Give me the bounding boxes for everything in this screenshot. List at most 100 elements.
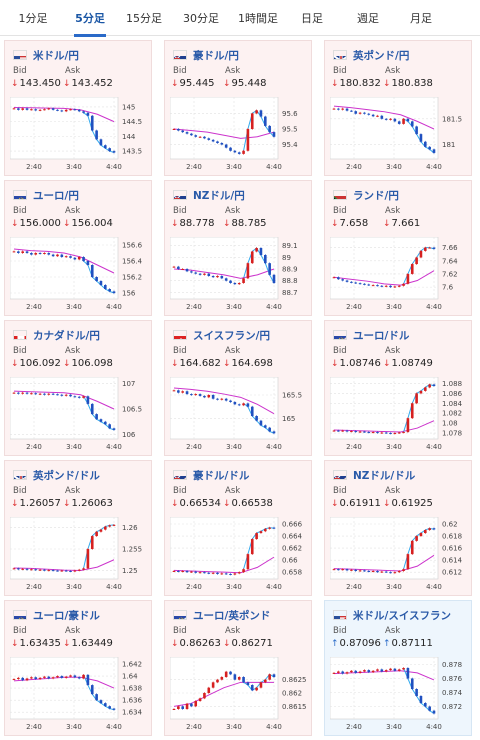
tab-7[interactable]: 週足 bbox=[357, 12, 379, 25]
pair-name[interactable]: ランド/円 bbox=[353, 189, 399, 202]
chart-area[interactable]: 0.878 0.876 0.874 0.872 2:40 3:40 4:40 bbox=[330, 657, 466, 731]
pair-header[interactable]: 豪ドル/円 bbox=[173, 48, 239, 62]
candle-body bbox=[69, 675, 72, 677]
candle-body bbox=[242, 677, 245, 683]
chart-area[interactable]: 145 144.5 144 143.5 2:40 3:40 4:40 bbox=[10, 97, 146, 171]
pair-name[interactable]: スイスフラン/円 bbox=[193, 329, 271, 342]
chart-area[interactable]: 107 106.5 106 2:40 3:40 4:40 bbox=[10, 377, 146, 451]
pair-header[interactable]: ユーロ/円 bbox=[13, 188, 79, 202]
currency-card[interactable]: 米ドル/円 Bid Ask ↓143.450 ↓143.452 145 144.5… bbox=[4, 40, 152, 176]
chart-area[interactable]: 156.6 156.4 156.2 156 2:40 3:40 4:40 bbox=[10, 237, 146, 311]
candle-body bbox=[371, 114, 375, 117]
currency-card[interactable]: NZドル/円 Bid Ask ↓88.778 ↓88.785 89.1 89 88.… bbox=[164, 180, 312, 316]
x-tick-label: 4:40 bbox=[426, 443, 442, 451]
pair-header[interactable]: スイスフラン/円 bbox=[173, 328, 270, 342]
chart-area[interactable]: 1.088 1.086 1.084 1.082 1.08 1.078 2:40 3:40 4:4… bbox=[330, 377, 466, 451]
pair-name[interactable]: 英ポンド/ドル bbox=[33, 469, 100, 482]
pair-header[interactable]: ユーロ/英ポンド bbox=[173, 608, 270, 622]
pair-name[interactable]: 豪ドル/円 bbox=[193, 49, 239, 62]
chart-area[interactable]: 7.66 7.64 7.62 7.6 2:40 3:40 4:40 bbox=[330, 237, 466, 311]
pair-name[interactable]: ユーロ/英ポンド bbox=[193, 609, 271, 622]
pair-header[interactable]: 英ポンド/ドル bbox=[13, 468, 100, 482]
pair-name[interactable]: 米ドル/円 bbox=[33, 49, 79, 62]
chart-area[interactable]: 0.666 0.664 0.662 0.66 0.658 2:40 3:40 4:40 bbox=[170, 517, 306, 591]
x-tick-label: 3:40 bbox=[66, 303, 82, 311]
pair-header[interactable]: ランド/円 bbox=[333, 188, 399, 202]
currency-card[interactable]: 豪ドル/円 Bid Ask ↓95.445 ↓95.448 95.6 95.5 95… bbox=[164, 40, 312, 176]
x-tick-label: 2:40 bbox=[346, 163, 362, 171]
candle-body bbox=[255, 110, 258, 114]
pair-header[interactable]: ユーロ/豪ドル bbox=[13, 608, 100, 622]
candle-body bbox=[108, 148, 111, 152]
pair-header[interactable]: 米ドル/スイスフラン bbox=[333, 608, 451, 622]
tab-1[interactable]: 1分足 bbox=[18, 12, 48, 25]
chart-area[interactable]: 165.5 165 2:40 3:40 4:40 bbox=[170, 377, 306, 451]
tab-6[interactable]: 日足 bbox=[301, 12, 323, 25]
candle-body bbox=[237, 572, 241, 574]
candle-body bbox=[268, 527, 271, 529]
currency-card[interactable]: ユーロ/ドル Bid Ask ↓1.08746 ↓1.08749 1.088 1.… bbox=[324, 320, 472, 456]
pair-header[interactable]: NZドル/ドル bbox=[333, 468, 415, 482]
candle-body bbox=[43, 676, 46, 678]
candle-body bbox=[259, 248, 263, 255]
currency-card[interactable]: 米ドル/スイスフラン Bid Ask ↑0.87096 ↑0.87111 0.8… bbox=[324, 600, 472, 736]
pair-name[interactable]: ユーロ/ドル bbox=[353, 329, 410, 342]
pair-header[interactable]: 英ポンド/円 bbox=[333, 48, 409, 62]
tab-3[interactable]: 15分足 bbox=[126, 12, 162, 25]
y-tick-label: 144.5 bbox=[122, 118, 142, 126]
x-tick-label: 2:40 bbox=[186, 723, 202, 731]
pair-name[interactable]: ユーロ/豪ドル bbox=[33, 609, 100, 622]
pair-name[interactable]: 英ポンド/円 bbox=[353, 49, 410, 62]
candle-body bbox=[17, 392, 20, 394]
pair-header[interactable]: カナダドル/円 bbox=[13, 328, 100, 342]
pair-header[interactable]: ユーロ/ドル bbox=[333, 328, 409, 342]
chart-area[interactable]: 0.8625 0.862 0.8615 2:40 3:40 4:40 bbox=[170, 657, 306, 731]
x-tick-label: 2:40 bbox=[26, 163, 42, 171]
candle-body bbox=[12, 251, 16, 253]
pair-header[interactable]: 豪ドル/ドル bbox=[173, 468, 249, 482]
candle-body bbox=[250, 539, 254, 555]
price-chart: 156.6 156.4 156.2 156 2:40 3:40 4:40 bbox=[10, 237, 143, 311]
tab-4[interactable]: 30分足 bbox=[183, 12, 219, 25]
currency-card[interactable]: ユーロ/豪ドル Bid Ask ↓1.63435 ↓1.63449 1.642 1… bbox=[4, 600, 152, 736]
currency-card[interactable]: 英ポンド/ドル Bid Ask ↓1.26057 ↓1.26063 1.26 1.… bbox=[4, 460, 152, 596]
y-tick-label: 1.634 bbox=[122, 709, 143, 717]
y-tick-label: 0.8625 bbox=[282, 676, 306, 684]
pair-header[interactable]: 米ドル/円 bbox=[13, 48, 79, 62]
pair-name[interactable]: 米ドル/スイスフラン bbox=[353, 609, 452, 622]
chart-area[interactable]: 95.6 95.5 95.4 2:40 3:40 4:40 bbox=[170, 97, 306, 171]
currency-card[interactable]: ランド/円 Bid Ask ↓7.658 ↓7.661 7.66 7.64 7.62… bbox=[324, 180, 472, 316]
currency-card[interactable]: スイスフラン/円 Bid Ask ↓164.682 ↓164.698 165.5… bbox=[164, 320, 312, 456]
y-tick-label: 1.64 bbox=[122, 673, 138, 681]
currency-card[interactable]: 豪ドル/ドル Bid Ask ↓0.66534 ↓0.66538 0.666 0.… bbox=[164, 460, 312, 596]
down-arrow-icon: ↓ bbox=[171, 499, 179, 509]
chart-area[interactable]: 1.26 1.255 1.25 2:40 3:40 4:40 bbox=[10, 517, 146, 591]
pair-header[interactable]: NZドル/円 bbox=[173, 188, 245, 202]
candle-body bbox=[371, 285, 375, 287]
candle-body bbox=[237, 152, 241, 154]
tab-8[interactable]: 月足 bbox=[410, 12, 432, 25]
pair-name[interactable]: ユーロ/円 bbox=[33, 189, 79, 202]
currency-card[interactable]: ユーロ/円 Bid Ask ↓156.000 ↓156.004 156.6 156… bbox=[4, 180, 152, 316]
tab-5[interactable]: 1時間足 bbox=[238, 12, 278, 25]
candle-body bbox=[30, 677, 33, 679]
currency-card[interactable]: NZドル/ドル Bid Ask ↓0.61911 ↓0.61925 0.62 0.… bbox=[324, 460, 472, 596]
chart-area[interactable]: 1.642 1.64 1.638 1.636 1.634 2:40 3:40 4:40 bbox=[10, 657, 146, 731]
x-tick-label: 4:40 bbox=[426, 303, 442, 311]
down-arrow-icon: ↓ bbox=[223, 499, 231, 509]
pair-name[interactable]: NZドル/ドル bbox=[353, 469, 416, 482]
y-tick-label: 156 bbox=[122, 290, 136, 298]
currency-card[interactable]: 英ポンド/円 Bid Ask ↓180.832 ↓180.838 181.5 18… bbox=[324, 40, 472, 176]
currency-card[interactable]: カナダドル/円 Bid Ask ↓106.092 ↓106.098 107 106… bbox=[4, 320, 152, 456]
currency-card[interactable]: ユーロ/英ポンド Bid Ask ↓0.86263 ↓0.86271 0.862… bbox=[164, 600, 312, 736]
x-tick-label: 2:40 bbox=[346, 443, 362, 451]
chart-area[interactable]: 89.1 89 88.9 88.8 88.7 2:40 3:40 4:40 bbox=[170, 237, 306, 311]
pair-name[interactable]: 豪ドル/ドル bbox=[193, 469, 250, 482]
pair-name[interactable]: NZドル/円 bbox=[193, 189, 245, 202]
down-arrow-icon: ↓ bbox=[63, 639, 71, 649]
chart-area[interactable]: 0.62 0.618 0.616 0.614 0.612 2:40 3:40 4:40 bbox=[330, 517, 466, 591]
tab-2[interactable]: 5分足 bbox=[66, 0, 114, 37]
x-tick-label: 4:40 bbox=[106, 163, 122, 171]
chart-area[interactable]: 181.5 181 2:40 3:40 4:40 bbox=[330, 97, 466, 171]
pair-name[interactable]: カナダドル/円 bbox=[33, 329, 100, 342]
